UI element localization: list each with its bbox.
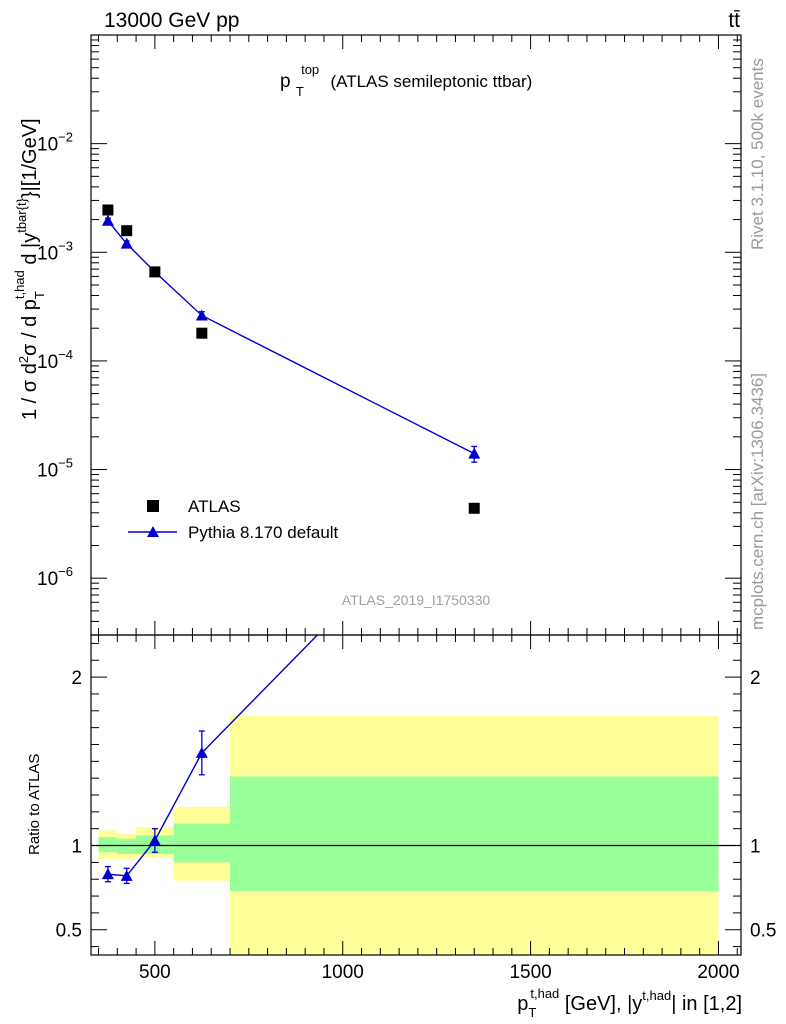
ratio-series: [91, 469, 741, 885]
rivet-version-label: Rivet 3.1.10, 500k events: [748, 58, 767, 250]
ratio-tick-label-left: 0.5: [56, 921, 82, 942]
plot-title-p: p: [280, 71, 291, 92]
ratio-pythia-point: [148, 834, 161, 846]
plot-title-rest: (ATLAS semileptonic ttbar): [330, 72, 532, 91]
legend-atlas-marker: [147, 500, 159, 512]
x-axis-label: pTt,had [GeV], |yt,had| in [1,2]: [517, 986, 742, 1020]
atlas-point: [468, 502, 480, 514]
x-tick-label: 1500: [509, 962, 551, 983]
header-process-label: tt̄: [728, 9, 740, 32]
ratio-pythia-point: [120, 869, 133, 881]
ratio-stat-band: [98, 837, 118, 853]
plot-title: p T top (ATLAS semileptonic ttbar): [280, 58, 532, 101]
x-tick-label: 500: [139, 962, 171, 983]
pythia-point: [120, 237, 133, 249]
ratio-tick-label-left: 1: [71, 837, 82, 858]
x-tick-labels: 500 1000 1500 2000: [139, 962, 740, 983]
atlas-point: [121, 225, 133, 237]
main-axis-ticks: [91, 35, 741, 636]
ratio-pythia-point: [195, 746, 208, 758]
x-tick-label: 2000: [697, 962, 739, 983]
ratio-tick-label-right: 0.5: [750, 921, 776, 942]
y-tick-label: 10−2: [37, 130, 73, 156]
y-tick-label: 10−5: [37, 456, 73, 482]
main-series: [101, 204, 481, 514]
ratio-stat-band: [230, 776, 719, 891]
ratio-y-axis-label: Ratio to ATLAS: [26, 754, 43, 855]
ratio-plot-panel: 0.5 0.5 1 1 2 2: [56, 469, 777, 956]
legend: ATLAS Pythia 8.170 default: [128, 497, 339, 542]
y-tick-label: 10−3: [37, 238, 73, 264]
ratio-plot-frame: [90, 634, 742, 956]
ratio-pythia-point: [468, 469, 480, 480]
y-tick-label: 10−4: [37, 347, 73, 373]
atlas-point: [102, 204, 114, 216]
atlas-point: [196, 327, 208, 339]
ratio-tick-labels: 0.5 0.5 1 1 2 2: [56, 668, 777, 942]
x-tick-label: 1000: [322, 962, 364, 983]
pythia-point: [468, 447, 481, 459]
ratio-tick-label-right: 2: [750, 668, 761, 689]
ratio-stat-band: [117, 838, 137, 854]
pythia-line: [107, 220, 475, 455]
ratio-axis-ticks: [91, 635, 741, 955]
ratio-uncertainty-bands: [98, 715, 719, 955]
pythia-point: [101, 214, 114, 226]
mcplots-reference-label: mcplots.cern.ch [arXiv:1306.3436]: [748, 373, 767, 630]
ratio-tick-label-right: 1: [750, 837, 761, 858]
main-plot-frame: [90, 34, 742, 636]
main-plot-panel: 10−6 10−5 10−4 10−3 10−2: [37, 34, 742, 636]
pythia-point: [195, 309, 208, 321]
header-collision-label: 13000 GeV pp: [104, 9, 239, 32]
plot-title-sub: T: [296, 84, 304, 99]
ratio-tick-label-left: 2: [71, 668, 82, 689]
main-y-axis-label: 1 / σ d2σ / d pTt,had d |ytbar{t}}|[1/Ge…: [12, 118, 47, 420]
legend-atlas-label: ATLAS: [188, 497, 241, 516]
legend-pythia-label: Pythia 8.170 default: [188, 523, 339, 542]
legend-pythia-marker: [147, 526, 159, 537]
plot-title-sup: top: [301, 62, 319, 77]
main-y-tick-labels: 10−6 10−5 10−4 10−3 10−2: [37, 130, 73, 591]
ratio-stat-band: [173, 823, 231, 863]
ratio-pythia-point: [101, 868, 114, 880]
y-tick-label: 10−6: [37, 564, 73, 590]
analysis-watermark: ATLAS_2019_I1750330: [342, 592, 491, 608]
atlas-point: [149, 266, 161, 278]
